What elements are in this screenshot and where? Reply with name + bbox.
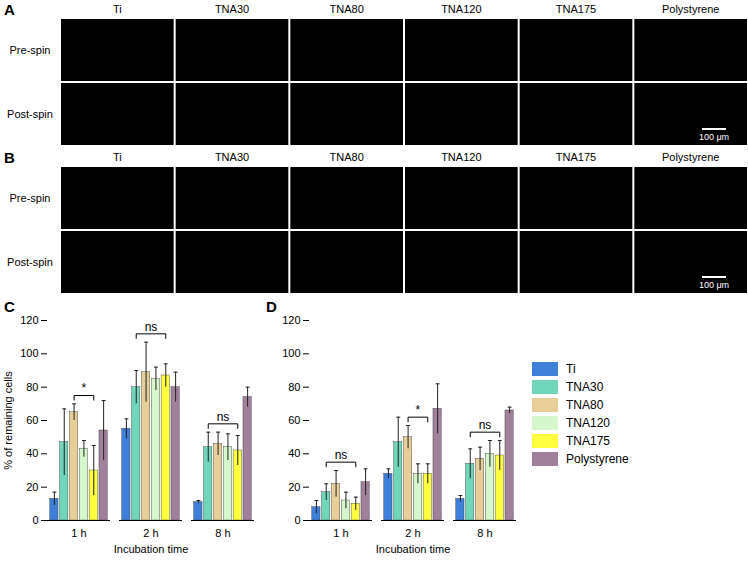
svg-text:TNA175: TNA175	[556, 3, 596, 15]
svg-text:*: *	[416, 403, 421, 417]
html-text:Polystyrene: Polystyrene	[566, 452, 629, 466]
svg-text:TNA120: TNA120	[441, 151, 481, 163]
svg-text:1 h: 1 h	[333, 527, 348, 539]
svg-text:TNA30: TNA30	[215, 3, 249, 15]
svg-text:Polystyrene: Polystyrene	[662, 151, 719, 163]
svg-text:ns: ns	[479, 418, 492, 432]
svg-text:40: 40	[26, 447, 38, 459]
svg-text:Ti: Ti	[113, 3, 122, 15]
svg-text:0: 0	[294, 514, 300, 526]
svg-text:20: 20	[288, 481, 300, 493]
svg-text:*: *	[82, 381, 87, 395]
svg-text:Polystyrene: Polystyrene	[662, 3, 719, 15]
svg-text:ns: ns	[145, 320, 158, 334]
html-text:C: C	[4, 298, 15, 315]
svg-text:40: 40	[288, 447, 300, 459]
html-text:TNA30: TNA30	[566, 380, 604, 394]
html-text:D: D	[266, 298, 277, 315]
html-text:TNA120: TNA120	[566, 416, 610, 430]
svg-text:60: 60	[288, 414, 300, 426]
svg-text:80: 80	[288, 381, 300, 393]
svg-text:Pre-spin: Pre-spin	[10, 44, 51, 56]
svg-text:TNA175: TNA175	[556, 151, 596, 163]
svg-text:0: 0	[32, 514, 38, 526]
svg-text:1 h: 1 h	[71, 527, 86, 539]
svg-text:Incubation time: Incubation time	[376, 543, 451, 555]
svg-text:100: 100	[20, 347, 38, 359]
svg-text:120: 120	[282, 314, 300, 326]
svg-text:2 h: 2 h	[405, 527, 420, 539]
svg-text:Pre-spin: Pre-spin	[10, 192, 51, 204]
svg-text:TNA120: TNA120	[441, 3, 481, 15]
html-text:TNA80: TNA80	[566, 398, 604, 412]
svg-text:8 h: 8 h	[477, 527, 492, 539]
svg-text:Post-spin: Post-spin	[7, 108, 53, 120]
html-text:TNA175: TNA175	[566, 434, 610, 448]
svg-text:% of remaining cells: % of remaining cells	[2, 371, 14, 470]
svg-text:2 h: 2 h	[143, 527, 158, 539]
svg-text:60: 60	[26, 414, 38, 426]
svg-text:100 μm: 100 μm	[699, 280, 729, 290]
svg-text:B: B	[4, 149, 15, 166]
svg-text:TNA80: TNA80	[330, 3, 364, 15]
svg-text:80: 80	[26, 381, 38, 393]
svg-text:8 h: 8 h	[215, 527, 230, 539]
svg-text:100 μm: 100 μm	[699, 132, 729, 142]
svg-text:100: 100	[282, 347, 300, 359]
svg-text:ns: ns	[335, 448, 348, 462]
svg-text:TNA30: TNA30	[215, 151, 249, 163]
html-text:Ti: Ti	[566, 362, 576, 376]
svg-text:Post-spin: Post-spin	[7, 256, 53, 268]
svg-text:20: 20	[26, 481, 38, 493]
svg-text:Incubation time: Incubation time	[114, 543, 189, 555]
svg-text:120: 120	[20, 314, 38, 326]
svg-text:Ti: Ti	[113, 151, 122, 163]
svg-text:A: A	[4, 1, 15, 18]
svg-text:ns: ns	[217, 410, 230, 424]
svg-text:TNA80: TNA80	[330, 151, 364, 163]
